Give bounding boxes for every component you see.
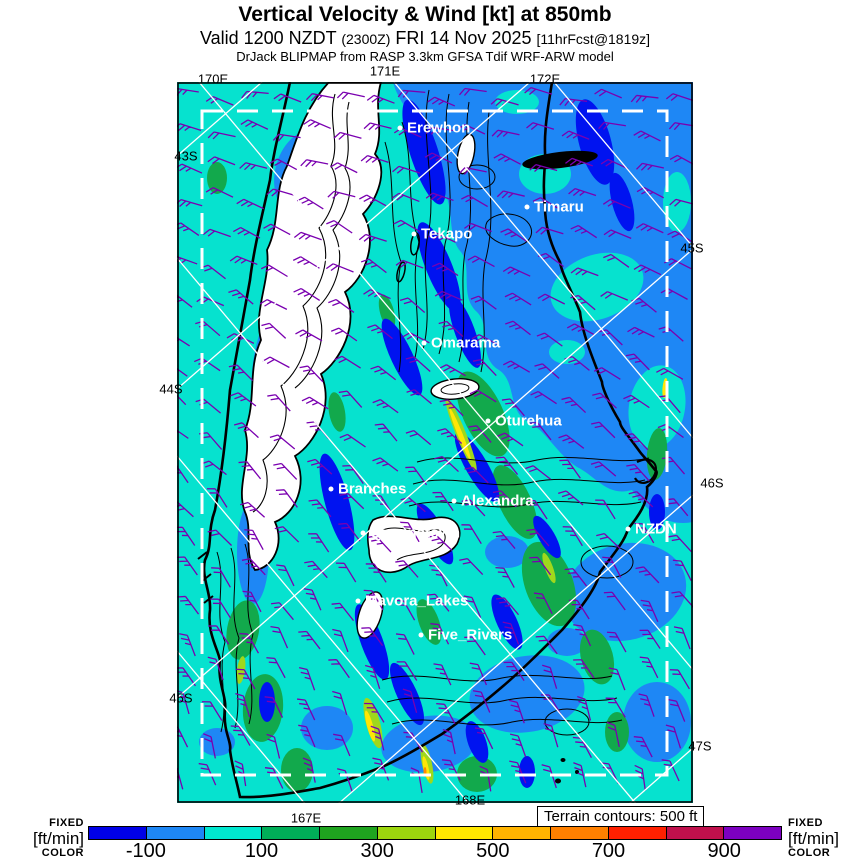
ftmin-label: [ft/min] bbox=[788, 829, 840, 848]
place-label: Five_Rivers bbox=[428, 626, 513, 644]
place-label: Mavora_Lakes bbox=[365, 592, 469, 610]
forecast-tag: [11hrFcst@1819z] bbox=[536, 31, 651, 47]
color-scale-segment bbox=[434, 827, 493, 839]
alps-terrain bbox=[241, 82, 480, 639]
color-scale-segment bbox=[376, 827, 435, 839]
color-scale-segment bbox=[89, 827, 146, 839]
place-label: Alexandra bbox=[461, 492, 534, 510]
color-scale-tick: 700 bbox=[591, 840, 626, 860]
map-canvas bbox=[177, 82, 693, 803]
fixed-label: FIXED bbox=[788, 817, 823, 829]
forecast-map bbox=[177, 82, 693, 803]
graticule-label: 171E bbox=[369, 63, 401, 79]
place-dot bbox=[328, 486, 334, 492]
color-label: COLOR bbox=[41, 847, 84, 859]
color-scale-segment bbox=[665, 827, 724, 839]
place-dot bbox=[451, 498, 457, 504]
color-scale-segment bbox=[492, 827, 550, 839]
page-title: Vertical Velocity & Wind [kt] at 850mb bbox=[238, 3, 612, 26]
place-label: Queenstown bbox=[370, 524, 461, 542]
graticule-label: 45S bbox=[169, 690, 193, 706]
valid-zulu: (2300Z) bbox=[341, 31, 391, 47]
color-scale-tick: 300 bbox=[360, 840, 394, 860]
place-label: Tekapo bbox=[421, 225, 473, 243]
valid-date: FRI 14 Nov 2025 bbox=[395, 28, 532, 48]
graticule-label: 47S bbox=[688, 738, 712, 754]
color-scale-tick: 100 bbox=[244, 840, 279, 860]
terrain-note: Terrain contours: 500 ft bbox=[537, 806, 705, 827]
place-dot bbox=[485, 418, 491, 424]
place-dot bbox=[360, 530, 366, 536]
map-border bbox=[177, 82, 693, 803]
lakes bbox=[396, 150, 598, 784]
place-label: Branches bbox=[338, 480, 407, 498]
color-scale-segment bbox=[723, 827, 781, 839]
place-dot bbox=[421, 340, 427, 346]
model-domain-boundary bbox=[200, 109, 669, 777]
valid-prefix: Valid 1200 NZDT bbox=[199, 28, 337, 48]
model-line: DrJack BLIPMAP from RASP 3.3km GFSA Tdif… bbox=[236, 49, 614, 64]
graticule-label: 172E bbox=[529, 71, 561, 87]
color-scale-tick: 500 bbox=[476, 840, 510, 860]
terrain-contours bbox=[216, 89, 650, 736]
color-scale-segment bbox=[550, 827, 608, 839]
place-label: NZDN bbox=[635, 520, 677, 538]
ftmin-label: [ft/min] bbox=[32, 829, 84, 848]
color-scale-segment bbox=[145, 827, 204, 839]
place-dot bbox=[355, 598, 361, 604]
wind-barbs-layer bbox=[177, 86, 693, 793]
place-dot bbox=[397, 125, 403, 131]
graticule-label: 44S bbox=[159, 381, 183, 397]
graticule-lines bbox=[177, 82, 693, 803]
color-label: COLOR bbox=[788, 847, 831, 859]
fixed-label: FIXED bbox=[49, 817, 84, 829]
color-scale-tick: 900 bbox=[707, 840, 741, 860]
graticule-label: 170E bbox=[197, 71, 229, 87]
place-label: Erewhon bbox=[407, 119, 471, 137]
color-scale-segment bbox=[261, 827, 319, 839]
color-scale-segment bbox=[607, 827, 666, 839]
color-scale-tick: -100 bbox=[125, 840, 166, 860]
color-scale-bar bbox=[88, 826, 782, 840]
place-label: Oturehua bbox=[495, 412, 562, 430]
place-label: Timaru bbox=[534, 198, 584, 216]
valid-time-line: Valid 1200 NZDT (2300Z) FRI 14 Nov 2025 … bbox=[10, 28, 840, 49]
place-dot bbox=[524, 204, 530, 210]
place-label: Omarama bbox=[431, 334, 501, 352]
coastline bbox=[197, 82, 658, 799]
graticule-label: 167E bbox=[290, 810, 322, 826]
graticule-label: 46S bbox=[700, 475, 724, 491]
graticule-label: 168E bbox=[454, 792, 486, 808]
color-scale-segment bbox=[203, 827, 262, 839]
color-scale-segment bbox=[319, 827, 377, 839]
graticule-label: 45S bbox=[680, 240, 704, 256]
place-dot bbox=[411, 231, 417, 237]
graticule-label: 43S bbox=[174, 148, 198, 164]
colorbar-units-left: FIXED [ft/min] COLOR bbox=[0, 818, 84, 859]
colorbar-units-right: FIXED [ft/min] COLOR bbox=[788, 818, 850, 859]
place-dot bbox=[625, 526, 631, 532]
place-dot bbox=[418, 632, 424, 638]
